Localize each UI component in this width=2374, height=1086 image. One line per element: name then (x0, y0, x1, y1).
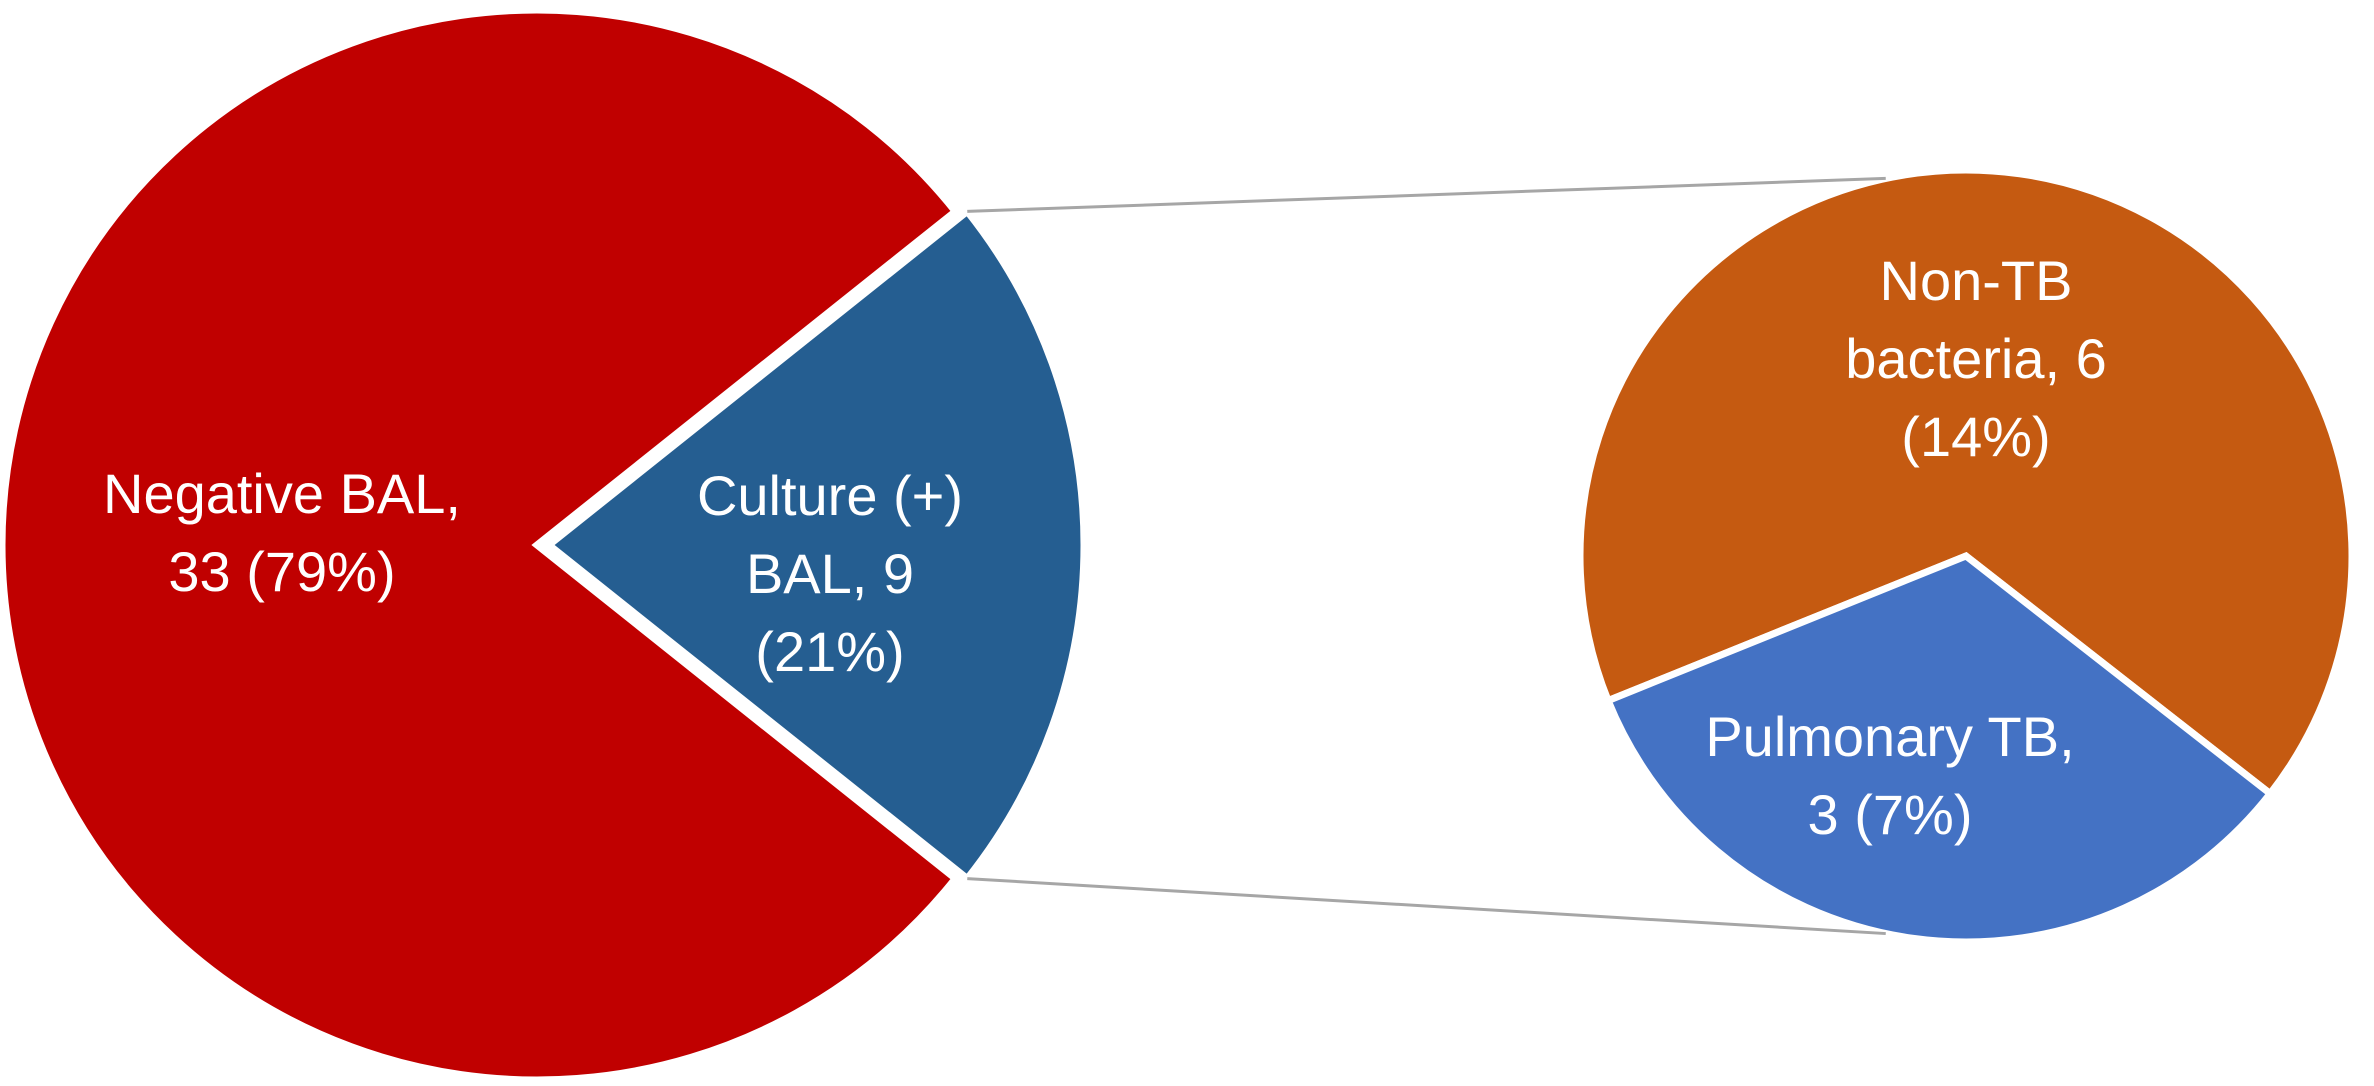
slice-label: Negative BAL, (103, 462, 461, 525)
connector-line (967, 877, 1886, 936)
slice-label: 3 (7%) (1808, 783, 1973, 846)
slice-label: Culture (+) (697, 464, 963, 527)
pie-slice (0, 6, 961, 1084)
pie-slice (1576, 166, 2356, 799)
connector-line (967, 176, 1886, 213)
slice-label: (21%) (755, 620, 904, 683)
pie-slice (543, 206, 1088, 884)
slice-label: bacteria, 6 (1845, 327, 2107, 390)
slice-label: Non-TB (1880, 249, 2073, 312)
slice-label: 33 (79%) (168, 540, 395, 603)
slice-label: (14%) (1901, 405, 2050, 468)
pie-slice (1603, 551, 2276, 946)
slice-label: BAL, 9 (746, 542, 914, 605)
slice-label: Pulmonary TB, (1705, 705, 2074, 768)
